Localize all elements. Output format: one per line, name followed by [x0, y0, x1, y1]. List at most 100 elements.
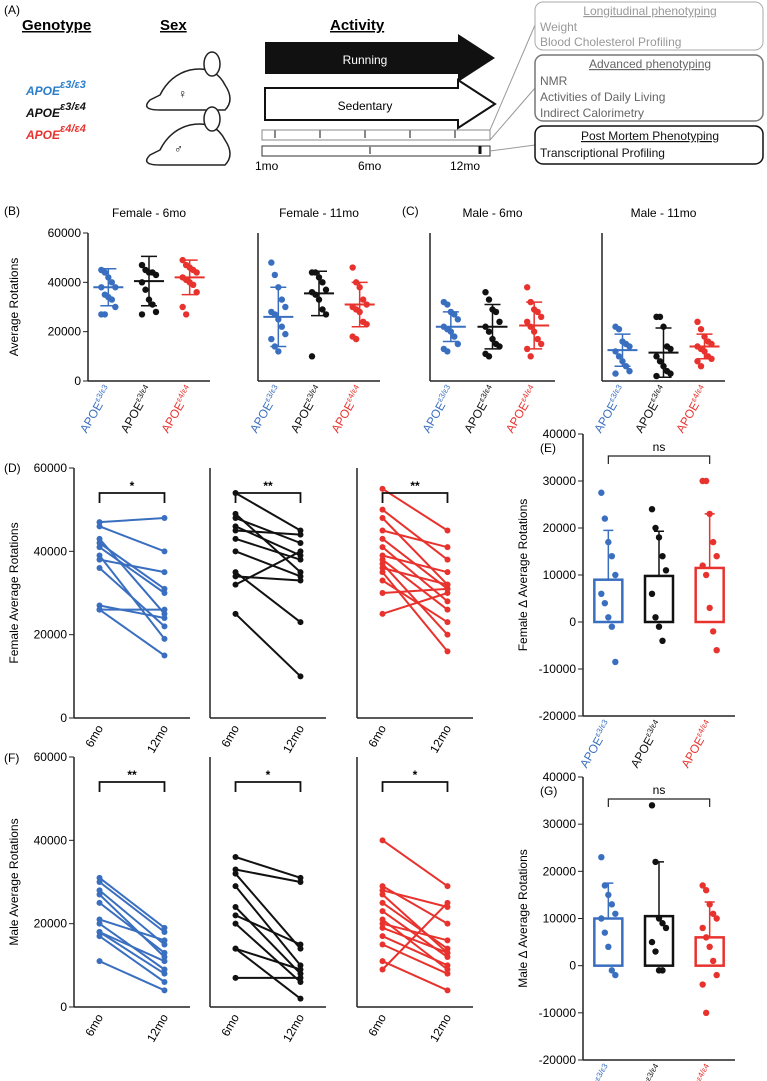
- timeline-label: 1mo: [255, 159, 279, 173]
- data-point: [96, 916, 103, 923]
- x-tick-label: APOEε3/ε4: [631, 383, 670, 436]
- data-point: [652, 948, 659, 955]
- data-point: [659, 967, 666, 974]
- data-point: [713, 553, 720, 560]
- data-point: [379, 590, 386, 596]
- x-tick-label: APOEε3/ε4: [287, 383, 326, 436]
- data-point: [282, 330, 289, 338]
- data-point: [444, 937, 451, 944]
- genotype: APOEε3/ε3: [25, 79, 86, 98]
- data-point: [96, 540, 103, 546]
- arrow: [264, 78, 497, 130]
- data-point: [379, 577, 386, 584]
- pair-line: [381, 487, 449, 532]
- data-point: [232, 904, 239, 910]
- data-point: [702, 1009, 710, 1017]
- y-tick-label: 40000: [34, 544, 68, 558]
- box-title: Post Mortem Phenotyping: [581, 129, 719, 143]
- data-point: [161, 569, 168, 576]
- x-tick-label: 12mo: [144, 1011, 171, 1044]
- data-point: [379, 899, 386, 906]
- data-point: [601, 515, 609, 522]
- data-point: [537, 340, 545, 348]
- category-sup: ε4/ε4: [689, 383, 706, 404]
- data-point: [667, 345, 674, 353]
- y-axis-label: Male Average Rotations: [7, 818, 21, 945]
- data-point: [601, 929, 609, 936]
- box: [534, 125, 764, 165]
- y-tick-label: -10000: [539, 1006, 577, 1020]
- data-point: [653, 353, 660, 360]
- pair-line: [234, 922, 302, 983]
- data-point: [697, 363, 705, 370]
- y-tick-label: 0: [60, 711, 67, 725]
- data-point: [297, 569, 304, 576]
- data-point: [444, 619, 451, 626]
- data-point: [706, 604, 713, 612]
- sex-symbol: ♀: [178, 87, 187, 101]
- data-point: [356, 308, 363, 316]
- pair-line: [382, 529, 448, 549]
- data-point: [537, 313, 545, 321]
- data-point: [96, 606, 103, 613]
- pair-line: [235, 856, 301, 879]
- pair-line: [382, 554, 448, 574]
- data-point: [662, 924, 670, 932]
- pair-line: [382, 943, 448, 975]
- pair-line: [234, 613, 302, 678]
- data-point: [482, 289, 489, 296]
- x-tick-label: APOEε3/ε4: [117, 383, 156, 436]
- data-point: [96, 535, 103, 542]
- panel-label: (G): [540, 784, 557, 798]
- y-tick-label: 20000: [543, 864, 577, 878]
- category-sup: ε3/ε4: [643, 1062, 660, 1081]
- data-point: [709, 628, 717, 635]
- data-point: [379, 527, 386, 534]
- data-point: [444, 569, 451, 576]
- data-point: [232, 573, 239, 580]
- data-point: [660, 363, 667, 370]
- data-point: [232, 945, 239, 952]
- data-point: [297, 540, 304, 546]
- data-point: [315, 296, 323, 303]
- data-point: [268, 335, 275, 343]
- data-point: [142, 286, 149, 293]
- pair-line: [382, 889, 448, 908]
- sex-symbol: ♂: [174, 142, 183, 156]
- data-point: [138, 261, 146, 269]
- data-point: [379, 515, 386, 521]
- box-title: Advanced phenotyping: [589, 57, 711, 71]
- box-item: Transcriptional Profiling: [540, 146, 665, 160]
- box: [534, 54, 764, 122]
- box-title: Longitudinal phenotyping: [583, 4, 716, 18]
- data-point: [232, 883, 239, 890]
- data-point: [523, 345, 531, 353]
- data-point: [534, 335, 541, 343]
- panel-label: (D): [4, 461, 21, 475]
- data-point: [232, 866, 239, 873]
- pair-line: [382, 587, 448, 594]
- data-point: [699, 924, 706, 932]
- data-point: [297, 874, 304, 881]
- data-point: [232, 548, 239, 555]
- pair-line: [234, 571, 302, 623]
- data-point: [444, 556, 451, 563]
- data-point: [699, 882, 706, 889]
- data-point: [161, 652, 168, 659]
- pair-line: [235, 914, 301, 946]
- data-point: [232, 515, 239, 521]
- category-name: APOE: [673, 399, 702, 435]
- pair-line: [99, 604, 165, 619]
- data-point: [454, 340, 462, 348]
- data-point: [659, 553, 666, 560]
- data-point: [444, 883, 451, 890]
- chart-title: Female - 11mo: [279, 206, 359, 220]
- data-point: [108, 279, 116, 286]
- category-name: APOE: [77, 399, 106, 435]
- category-name: APOE: [628, 734, 657, 770]
- data-point: [161, 929, 168, 935]
- data-point: [534, 308, 541, 316]
- pair-line: [234, 513, 302, 573]
- data-point: [379, 610, 386, 617]
